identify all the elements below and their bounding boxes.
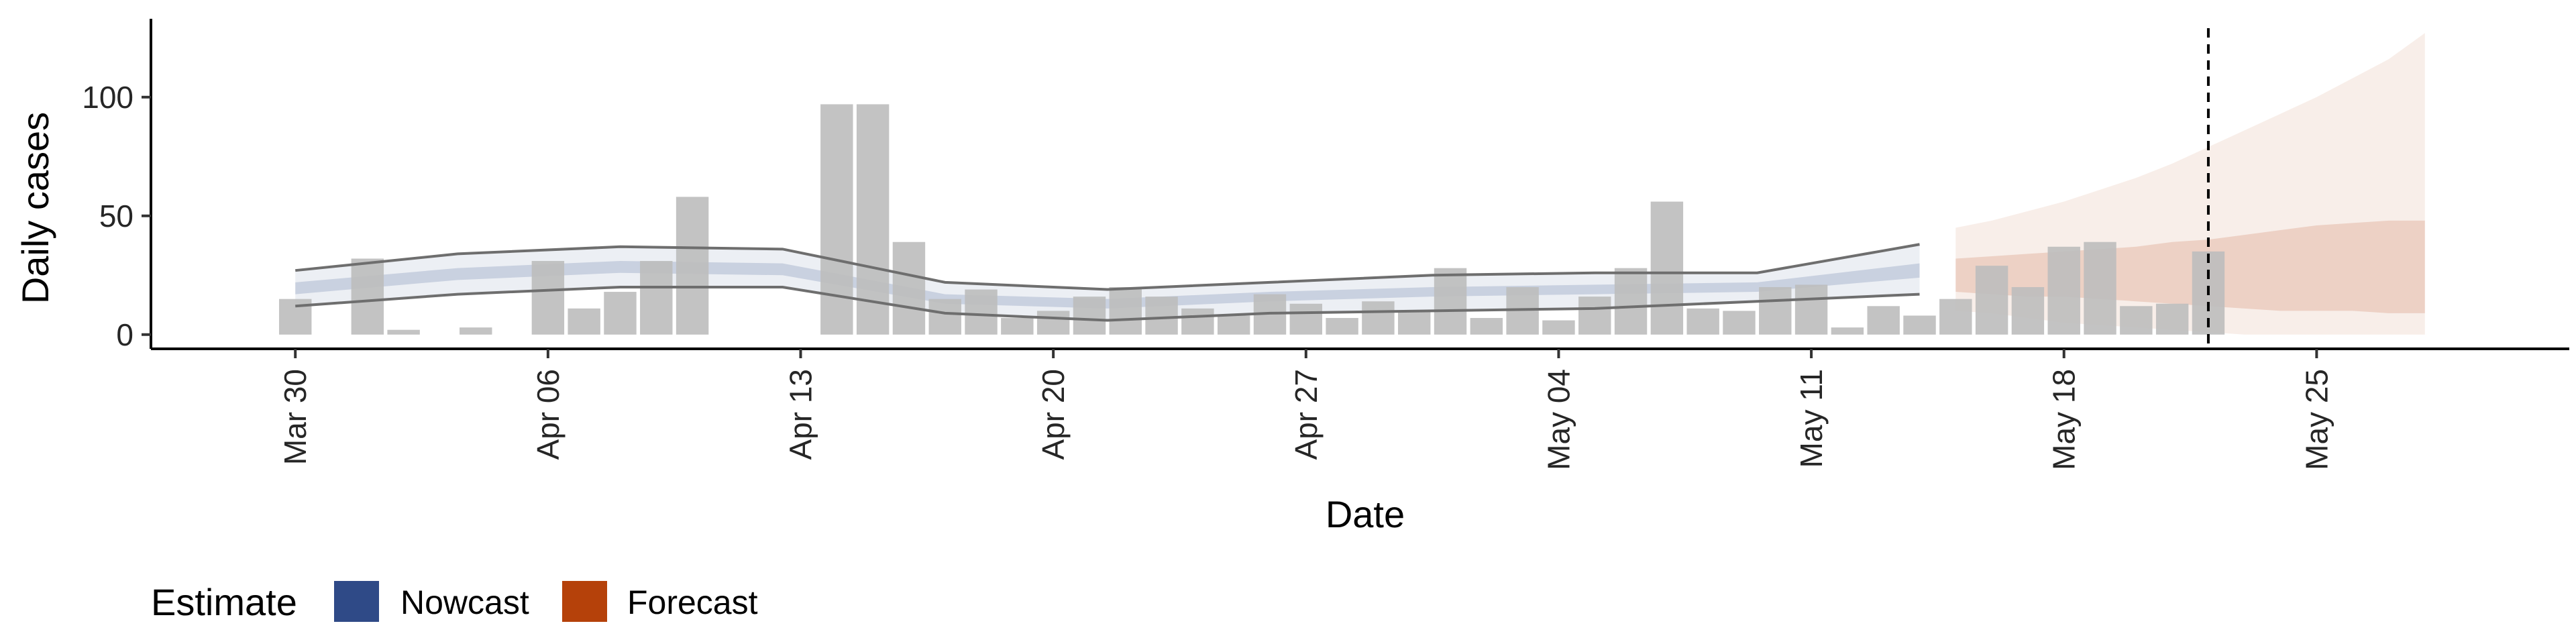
- case-bar: [1397, 311, 1431, 335]
- case-bar: [1723, 311, 1756, 335]
- legend-label-forecast: Forecast: [627, 584, 758, 621]
- case-bar: [1073, 297, 1106, 335]
- legend-label-nowcast: Nowcast: [400, 584, 529, 621]
- x-axis-ticks: Mar 30 Apr 06 Apr 13 Apr 20 Apr 27 May 04 May …: [278, 349, 2334, 470]
- daily-case-bars: [279, 104, 2225, 335]
- case-bar: [1831, 327, 1864, 335]
- legend-title: Estimate: [151, 581, 297, 623]
- case-bar: [1686, 308, 1719, 335]
- axes: [150, 19, 2569, 350]
- y-axis-ticks: 0 50 100: [82, 80, 151, 352]
- case-bar: [1903, 315, 1936, 335]
- x-tick-label: Apr 13: [784, 369, 818, 460]
- x-tick-label: May 18: [2047, 369, 2082, 470]
- case-bar: [1470, 317, 1503, 335]
- case-bar: [1109, 286, 1142, 335]
- case-bar: [676, 197, 709, 335]
- y-tick-label: 0: [116, 317, 133, 352]
- case-bar: [1759, 286, 1792, 335]
- legend-swatch-forecast: [562, 581, 607, 622]
- x-tick-label: Apr 27: [1289, 369, 1324, 460]
- case-bar: [1975, 266, 2008, 335]
- legend: Estimate Nowcast Forecast: [151, 581, 758, 623]
- y-tick-label: 100: [82, 80, 133, 115]
- x-tick-label: May 04: [1541, 369, 1576, 470]
- case-bar: [856, 104, 890, 335]
- case-bar: [1614, 268, 1648, 335]
- x-tick-label: Apr 06: [531, 369, 566, 460]
- y-axis-title: Daily cases: [14, 112, 56, 304]
- case-bar: [2047, 246, 2080, 335]
- legend-swatch-nowcast: [334, 581, 379, 622]
- case-bar: [1145, 297, 1178, 335]
- case-bar: [1794, 284, 1828, 335]
- y-tick-label: 50: [99, 199, 133, 233]
- case-bar: [351, 258, 384, 335]
- case-bar: [2120, 306, 2153, 335]
- case-bar: [604, 292, 637, 335]
- case-bar: [928, 299, 961, 335]
- case-bar: [1326, 317, 1358, 335]
- case-bar: [1362, 301, 1395, 335]
- x-tick-label: May 25: [2299, 369, 2334, 470]
- case-bar: [460, 327, 492, 335]
- x-axis-title: Date: [1326, 493, 1405, 535]
- nowcast-lower-line: [295, 285, 1920, 322]
- x-tick-label: Mar 30: [278, 369, 313, 465]
- case-bar: [2084, 241, 2116, 335]
- case-bar: [1650, 201, 1684, 335]
- nowcast-upper-line: [295, 243, 1920, 291]
- case-bar: [1939, 299, 1972, 335]
- case-bar: [1542, 320, 1575, 335]
- case-bar: [820, 104, 853, 335]
- case-bar: [1036, 311, 1070, 335]
- x-tick-label: Apr 20: [1036, 369, 1071, 460]
- case-bar: [387, 329, 420, 335]
- case-bar: [640, 261, 673, 335]
- case-bar: [965, 289, 998, 335]
- case-bar: [1217, 315, 1250, 335]
- case-bar: [892, 241, 926, 335]
- case-bar: [568, 308, 600, 335]
- case-bar: [1181, 308, 1214, 335]
- case-bar: [1001, 317, 1034, 335]
- case-bar: [531, 261, 565, 335]
- case-bar: [1434, 268, 1467, 335]
- case-bar: [1289, 303, 1323, 335]
- case-bar: [1867, 306, 1900, 335]
- case-bar: [1578, 297, 1611, 335]
- case-bar: [2011, 286, 2045, 335]
- nowcast-outline-lines: [295, 243, 1920, 322]
- case-bar: [2155, 303, 2189, 335]
- x-tick-label: May 11: [1794, 369, 1829, 468]
